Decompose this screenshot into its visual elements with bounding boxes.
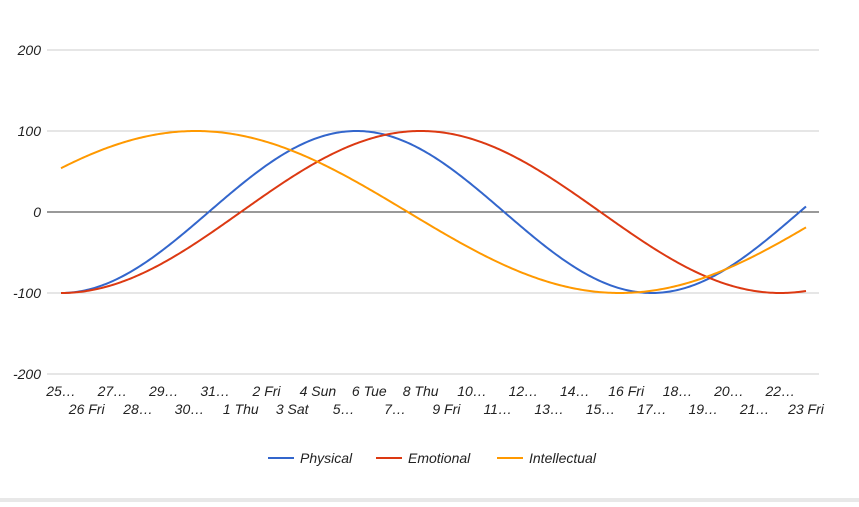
x-tick-label: 18… (663, 383, 693, 399)
x-tick-label: 28… (122, 401, 153, 417)
x-tick-label: 13… (534, 401, 564, 417)
x-tick-label: 23 Fri (787, 401, 825, 417)
x-tick-label: 6 Tue (352, 383, 387, 399)
series-line-physical (60, 129, 807, 295)
series-line-emotional (60, 129, 807, 295)
legend-label-intellectual: Intellectual (529, 450, 597, 466)
x-tick-label: 31… (200, 383, 230, 399)
y-tick-label: -100 (13, 285, 41, 301)
y-tick-label: 200 (17, 42, 42, 58)
series-line-intellectual (60, 130, 807, 295)
grid-lines (47, 49, 819, 375)
x-tick-label: 17… (637, 401, 667, 417)
x-axis-ticks: 25… 26 Fri 27… 28… 29… 30… 31… 1 Thu 2 Fri 3 Sat 4… (45, 383, 825, 417)
y-axis-ticks: -200 -100 0 100 200 (13, 42, 41, 382)
x-tick-label: 15… (586, 401, 616, 417)
x-tick-label: 4 Sun (300, 383, 337, 399)
x-tick-label: 11… (483, 401, 512, 417)
bottom-strip (0, 498, 859, 502)
x-tick-label: 30… (175, 401, 205, 417)
series-lines (60, 129, 807, 295)
x-tick-label: 16 Fri (608, 383, 645, 399)
x-tick-label: 7… (384, 401, 406, 417)
x-tick-label: 27… (97, 383, 128, 399)
x-tick-label: 25… (45, 383, 76, 399)
x-tick-label: 19… (688, 401, 718, 417)
x-tick-label: 8 Thu (403, 383, 439, 399)
x-tick-label: 29… (148, 383, 179, 399)
x-tick-label: 5… (333, 401, 355, 417)
x-tick-label: 10… (457, 383, 487, 399)
x-tick-label: 21… (739, 401, 770, 417)
y-tick-label: 100 (18, 123, 42, 139)
legend: Physical Emotional Intellectual (268, 450, 597, 466)
x-tick-label: 14… (560, 383, 590, 399)
x-tick-label: 26 Fri (68, 401, 106, 417)
y-tick-label: 0 (33, 204, 41, 220)
x-tick-label: 3 Sat (276, 401, 310, 417)
x-tick-label: 1 Thu (223, 401, 259, 417)
legend-label-physical: Physical (300, 450, 353, 466)
y-tick-label: -200 (13, 366, 41, 382)
x-tick-label: 2 Fri (252, 383, 282, 399)
x-tick-label: 22… (765, 383, 796, 399)
x-tick-label: 12… (509, 383, 539, 399)
legend-label-emotional: Emotional (408, 450, 471, 466)
x-tick-label: 20… (713, 383, 744, 399)
x-tick-label: 9 Fri (432, 401, 461, 417)
